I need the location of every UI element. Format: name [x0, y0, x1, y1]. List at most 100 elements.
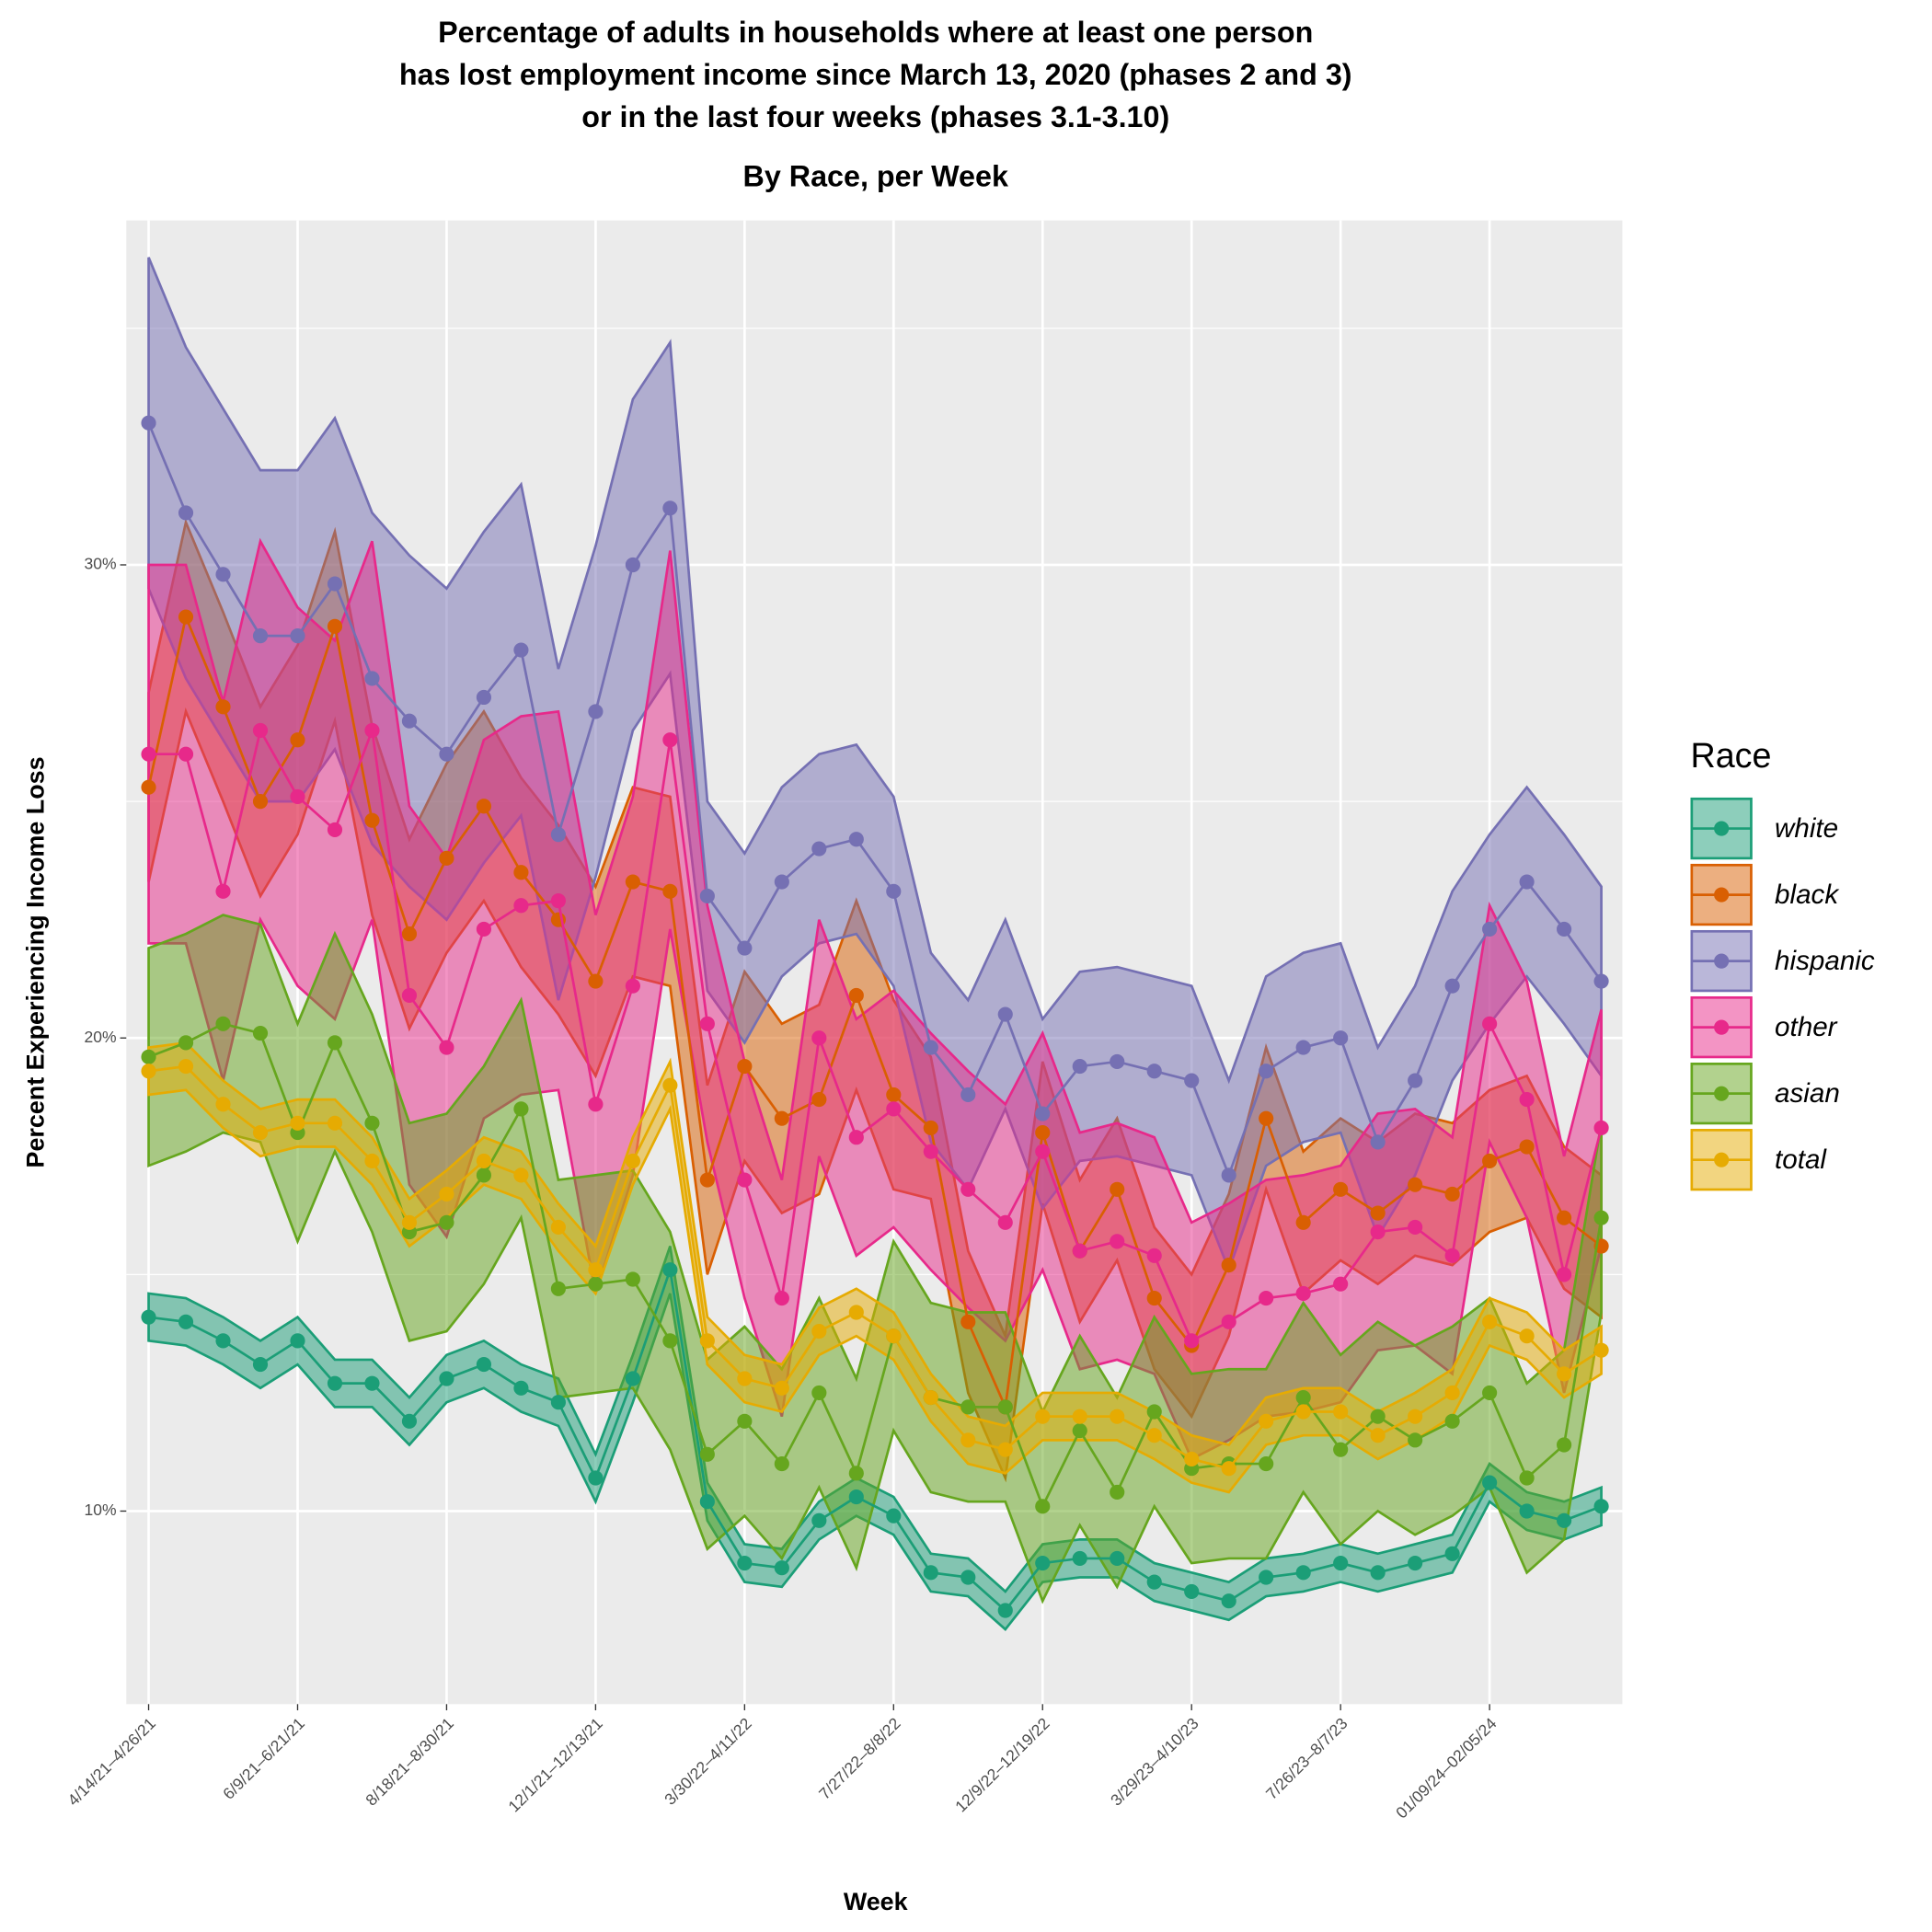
point — [1221, 1314, 1236, 1329]
point — [811, 841, 827, 857]
legend-key-point — [1714, 953, 1730, 969]
point — [1444, 1546, 1460, 1561]
point — [588, 973, 604, 989]
point — [1295, 1285, 1311, 1302]
point — [886, 1508, 902, 1524]
point — [960, 1087, 976, 1103]
point — [550, 893, 566, 909]
point — [476, 799, 492, 814]
point — [662, 500, 678, 516]
point — [1035, 1125, 1051, 1141]
point — [1482, 1314, 1498, 1329]
point — [141, 746, 156, 762]
point — [327, 618, 343, 634]
point — [252, 1026, 269, 1041]
legend-key-point — [1714, 1019, 1730, 1035]
point — [699, 1172, 715, 1188]
point — [1370, 1565, 1386, 1581]
point — [1184, 1073, 1200, 1088]
point — [1146, 1064, 1162, 1079]
point — [1370, 1428, 1386, 1443]
point — [215, 1097, 231, 1112]
point — [1259, 1570, 1274, 1585]
line — [148, 1064, 1603, 1470]
point — [1110, 1181, 1125, 1197]
point — [290, 788, 305, 805]
chart-title: or in the last four weeks (phases 3.1-3.… — [581, 100, 1169, 133]
point — [1259, 1413, 1274, 1429]
point — [327, 1375, 343, 1391]
point — [439, 746, 454, 762]
point — [1408, 1219, 1423, 1236]
point — [1072, 1422, 1087, 1439]
point — [141, 1309, 156, 1325]
point — [141, 779, 156, 795]
point — [1146, 1404, 1162, 1420]
point — [811, 1512, 827, 1528]
point — [1444, 1385, 1460, 1401]
point — [1593, 1210, 1609, 1225]
point — [513, 1380, 529, 1396]
point — [364, 1153, 380, 1169]
point — [1557, 921, 1572, 937]
point — [401, 926, 418, 942]
point — [1333, 1276, 1349, 1292]
line — [148, 1269, 1603, 1613]
point — [811, 1324, 827, 1340]
point — [1370, 1134, 1386, 1150]
legend-label: hispanic — [1775, 946, 1875, 976]
point — [401, 987, 418, 1004]
point — [1035, 1106, 1051, 1121]
point — [1146, 1428, 1162, 1443]
point — [1295, 1565, 1311, 1581]
point — [923, 1389, 938, 1406]
point — [364, 1375, 380, 1391]
point — [1110, 1053, 1125, 1070]
point — [662, 1077, 678, 1093]
point — [550, 1281, 566, 1296]
legend-key-point — [1714, 1086, 1730, 1101]
point — [1408, 1555, 1423, 1571]
point — [588, 1262, 604, 1278]
point — [1482, 921, 1498, 937]
point — [1146, 1291, 1162, 1306]
point — [662, 883, 678, 899]
point — [401, 1214, 418, 1230]
point — [1408, 1432, 1423, 1448]
point — [1408, 1073, 1423, 1088]
point — [513, 642, 529, 658]
point — [625, 978, 640, 994]
point — [1333, 1442, 1349, 1457]
point — [737, 1172, 753, 1188]
point — [252, 794, 269, 810]
point — [1370, 1225, 1386, 1240]
point — [1146, 1248, 1162, 1263]
point — [811, 1030, 827, 1046]
point — [1408, 1409, 1423, 1424]
point — [1072, 1550, 1087, 1566]
point — [699, 1333, 715, 1349]
point — [215, 1333, 231, 1349]
point — [960, 1314, 976, 1329]
y-tick-label: 30% — [85, 555, 117, 573]
point — [774, 1380, 789, 1396]
chart-title: Percentage of adults in households where… — [438, 16, 1313, 49]
point — [1221, 1593, 1236, 1609]
point — [1444, 1413, 1460, 1429]
point — [960, 1432, 976, 1448]
point — [588, 704, 604, 719]
point — [1035, 1499, 1051, 1514]
point — [513, 898, 529, 914]
point — [923, 1144, 938, 1159]
point — [1519, 1470, 1535, 1486]
point — [848, 1305, 864, 1320]
point — [960, 1570, 976, 1585]
point — [364, 722, 380, 739]
point — [364, 812, 380, 828]
point — [476, 1167, 492, 1183]
line — [148, 1022, 1603, 1510]
point — [960, 1181, 976, 1197]
point — [141, 415, 156, 431]
point — [215, 567, 231, 582]
legend-label: black — [1775, 880, 1840, 910]
